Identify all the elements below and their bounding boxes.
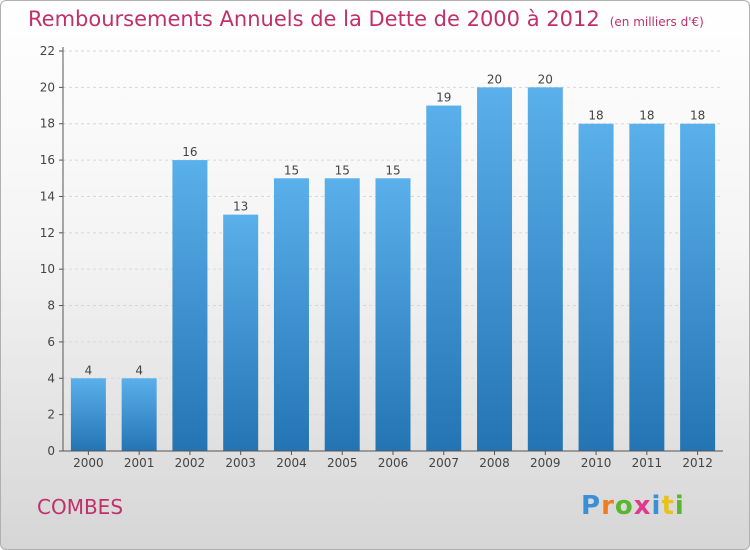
value-label: 20 — [487, 72, 502, 86]
x-tick-label: 2011 — [632, 456, 663, 470]
value-label: 16 — [182, 145, 197, 159]
y-tick-label: 22 — [40, 44, 55, 58]
x-tick-label: 2006 — [378, 456, 409, 470]
unit-note: (en milliers d'€) — [609, 15, 704, 29]
x-tick-label: 2005 — [327, 456, 358, 470]
value-label: 15 — [284, 163, 299, 177]
value-label: 15 — [335, 163, 350, 177]
value-label: 4 — [85, 363, 93, 377]
x-tick-label: 2009 — [530, 456, 561, 470]
bar-2004 — [273, 178, 309, 452]
value-label: 20 — [538, 72, 553, 86]
x-tick-label: 2002 — [175, 456, 206, 470]
bar-2007 — [426, 105, 462, 451]
y-tick-label: 18 — [40, 117, 55, 131]
x-tick-label: 2012 — [682, 456, 713, 470]
logo-letter: P — [581, 491, 602, 521]
value-label: 15 — [385, 163, 400, 177]
bar-2012 — [680, 123, 716, 452]
bar-2001 — [121, 378, 157, 451]
logo-letter: o — [614, 491, 634, 521]
y-tick-label: 2 — [47, 408, 55, 422]
bar-2006 — [375, 178, 411, 452]
data-labels: 4 4 16 13 15 15 15 19 20 20 18 18 18 — [85, 72, 706, 377]
axes: 0 2 4 6 8 10 12 14 16 18 20 22 2000 2001 2002 2003 2004 2… — [40, 44, 723, 470]
chart-title: Remboursements Annuels de la Dette de 20… — [28, 7, 704, 31]
y-tick-label: 14 — [40, 189, 55, 203]
x-tick-label: 2010 — [581, 456, 612, 470]
x-tick-label: 2007 — [428, 456, 459, 470]
x-tick-label: 2008 — [479, 456, 510, 470]
bar-2008 — [477, 87, 513, 451]
logo-letter: i — [651, 491, 662, 521]
y-tick-label: 4 — [47, 371, 55, 385]
value-label: 19 — [436, 91, 451, 105]
y-tick-label: 6 — [47, 335, 55, 349]
commune-name: COMBES — [37, 495, 124, 519]
y-tick-label: 8 — [47, 299, 55, 313]
logo-letter: t — [661, 491, 675, 521]
x-tick-label: 2004 — [276, 456, 307, 470]
logo-letter: r — [601, 491, 615, 521]
bar-2003 — [223, 214, 259, 451]
value-label: 18 — [588, 109, 603, 123]
x-tick-label: 2000 — [73, 456, 104, 470]
bar-2011 — [629, 123, 665, 452]
title-text: Remboursements Annuels de la Dette de 20… — [28, 7, 600, 31]
value-label: 18 — [639, 109, 654, 123]
logo-letter: x — [633, 491, 652, 521]
value-label: 18 — [690, 109, 705, 123]
bar-2009 — [527, 87, 563, 451]
y-tick-label: 20 — [40, 80, 55, 94]
x-tick-label: 2001 — [124, 456, 155, 470]
value-label: 13 — [233, 200, 248, 214]
bars — [70, 87, 716, 452]
x-tick-label: 2003 — [225, 456, 256, 470]
bar-2010 — [578, 123, 614, 452]
bar-2000 — [70, 378, 106, 451]
bar-2005 — [324, 178, 360, 452]
logo-letter: i — [674, 491, 685, 521]
value-label: 4 — [135, 363, 143, 377]
y-tick-label: 16 — [40, 153, 55, 167]
y-tick-label: 12 — [40, 226, 55, 240]
proxiti-logo: Proxiti — [581, 491, 685, 521]
y-tick-label: 0 — [47, 444, 55, 458]
y-tick-label: 10 — [40, 262, 55, 276]
bar-2002 — [172, 160, 208, 451]
